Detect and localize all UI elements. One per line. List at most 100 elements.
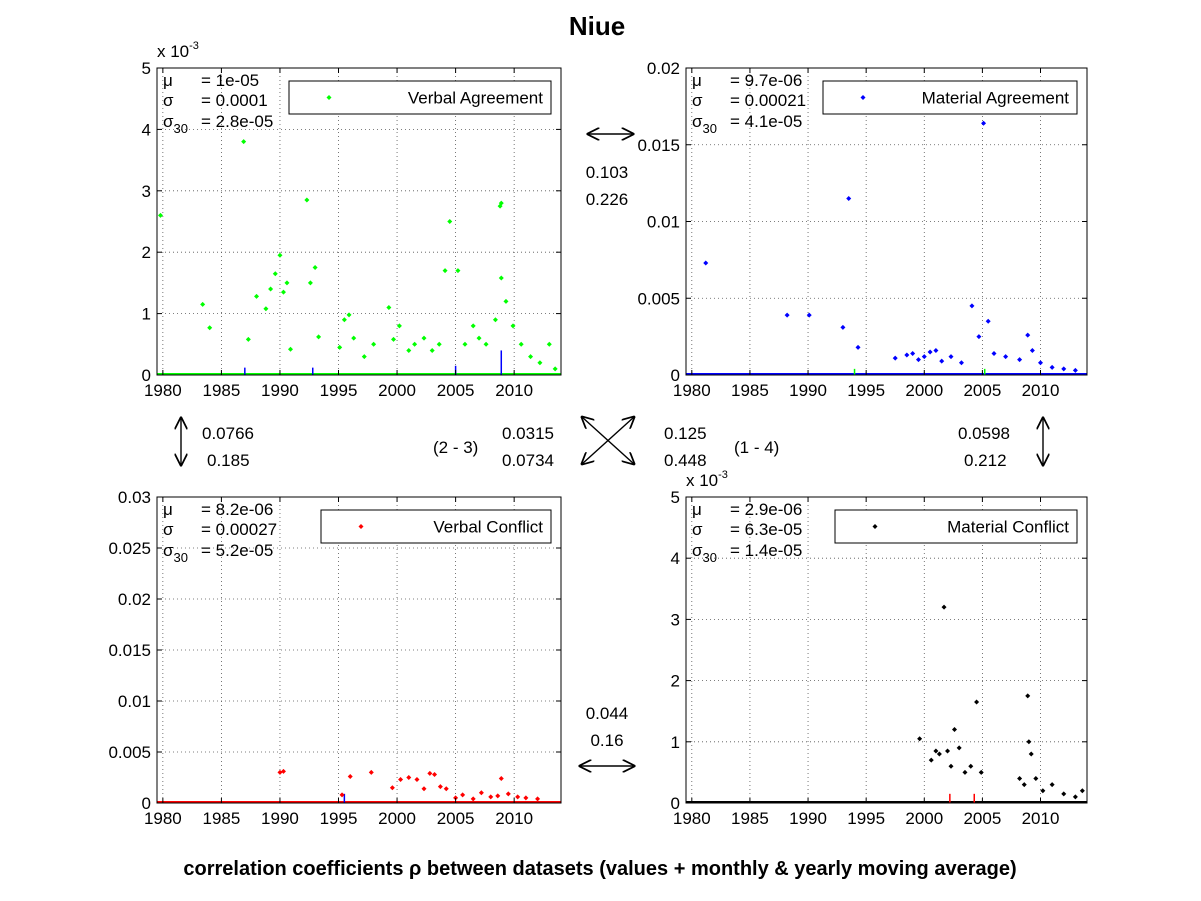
data-point — [1025, 693, 1031, 699]
stat-subscript: 30 — [174, 550, 188, 565]
legend-label: Verbal Conflict — [433, 518, 543, 537]
data-point — [316, 334, 322, 340]
data-point — [510, 323, 516, 329]
data-point — [1003, 354, 1009, 360]
stat-value: = 8.2e-06 — [201, 500, 273, 519]
data-point — [361, 354, 367, 360]
x-tick-label: 1980 — [673, 381, 711, 400]
data-point — [503, 298, 509, 304]
data-point — [904, 352, 910, 358]
data-point — [386, 304, 392, 310]
stat-value: = 5.2e-05 — [201, 541, 273, 560]
y-tick-label: 2 — [142, 243, 151, 262]
corr-diag-23-value-b: 0.0734 — [502, 451, 554, 470]
data-point — [254, 293, 260, 299]
stat-symbol: σ — [163, 91, 174, 110]
corr-bottom-value-a: 0.044 — [586, 704, 629, 723]
legend-marker — [872, 524, 878, 529]
legend-label: Verbal Agreement — [408, 89, 543, 108]
data-point — [974, 699, 980, 705]
data-point — [928, 757, 934, 763]
y-scale-base: x 10 — [157, 42, 189, 61]
data-point — [515, 794, 521, 800]
stat-symbol: σ — [692, 91, 703, 110]
data-point — [991, 351, 997, 357]
data-point — [447, 219, 453, 224]
y-tick-label: 4 — [671, 549, 680, 568]
data-point — [1033, 776, 1039, 782]
corr-right-value-a: 0.0598 — [958, 424, 1010, 443]
data-point — [939, 358, 945, 364]
stat-value: = 9.7e-06 — [730, 71, 802, 90]
data-point — [272, 271, 278, 277]
x-tick-label: 1980 — [673, 809, 711, 828]
x-tick-label: 1995 — [847, 809, 885, 828]
x-tick-label: 1980 — [144, 809, 182, 828]
data-point — [910, 351, 916, 357]
data-point — [280, 768, 286, 774]
x-tick-label: 1990 — [261, 381, 299, 400]
corr-diag-14-value-a: 0.125 — [664, 424, 707, 443]
data-point — [443, 786, 449, 792]
x-tick-label: 1995 — [320, 809, 358, 828]
data-point — [915, 357, 921, 363]
corr-diag-23-value-a: 0.0315 — [502, 424, 554, 443]
legend-marker — [358, 524, 364, 529]
legend: Material Agreement — [822, 80, 1078, 115]
data-point — [421, 786, 427, 792]
x-tick-label: 2005 — [963, 381, 1001, 400]
data-point — [436, 341, 442, 347]
data-point — [505, 791, 511, 797]
data-point — [945, 748, 951, 754]
x-tick-label: 2010 — [1022, 381, 1060, 400]
x-tick-label: 2005 — [437, 381, 475, 400]
data-point — [1021, 782, 1027, 788]
figure-footer: correlation coefficients ρ between datas… — [183, 858, 1016, 880]
correlation-right: 0.0598 0.212 — [958, 418, 1043, 470]
data-point — [951, 727, 957, 733]
data-point — [703, 260, 709, 266]
data-point — [1072, 794, 1078, 800]
x-tick-label: 2000 — [378, 809, 416, 828]
y-tick-label: 3 — [142, 182, 151, 201]
x-tick-label: 2010 — [1022, 809, 1060, 828]
data-point — [495, 793, 501, 799]
legend-label: Material Agreement — [922, 89, 1070, 108]
data-point — [917, 736, 923, 742]
data-point — [1017, 357, 1023, 363]
x-tick-label: 2000 — [905, 381, 943, 400]
x-tick-label: 1990 — [789, 809, 827, 828]
stat-value: = 0.0001 — [201, 91, 268, 110]
data-point — [432, 771, 438, 777]
stat-value: = 1e-05 — [201, 71, 259, 90]
data-point — [245, 336, 251, 342]
data-point — [784, 312, 790, 318]
data-point — [498, 200, 504, 206]
x-tick-label: 1985 — [731, 809, 769, 828]
y-tick-label: 0.03 — [118, 488, 151, 507]
data-point — [287, 346, 293, 352]
stat-value: = 4.1e-05 — [730, 112, 802, 131]
legend-marker — [326, 95, 332, 100]
data-point — [958, 360, 964, 366]
y-tick-label: 0 — [671, 366, 680, 385]
y-tick-label: 0 — [671, 794, 680, 813]
data-point — [476, 335, 482, 341]
data-point — [968, 763, 974, 769]
stat-value: = 1.4e-05 — [730, 541, 802, 560]
corr-top-value-a: 0.103 — [586, 163, 629, 182]
stat-symbol: σ — [692, 520, 703, 539]
y-scale-exponent: -3 — [189, 40, 199, 52]
data-point — [368, 769, 374, 775]
y-tick-label: 0.02 — [118, 590, 151, 609]
data-point — [488, 794, 494, 800]
correlation-left: 0.0766 0.185 — [181, 418, 254, 470]
data-point — [948, 763, 954, 769]
corr-top-value-b: 0.226 — [586, 190, 629, 209]
y-tick-label: 0.015 — [637, 136, 680, 155]
y-scale-base: x 10 — [686, 471, 718, 490]
corr-diag-14-value-b: 0.448 — [664, 451, 707, 470]
data-point — [277, 252, 283, 258]
y-tick-label: 0.005 — [637, 289, 680, 308]
